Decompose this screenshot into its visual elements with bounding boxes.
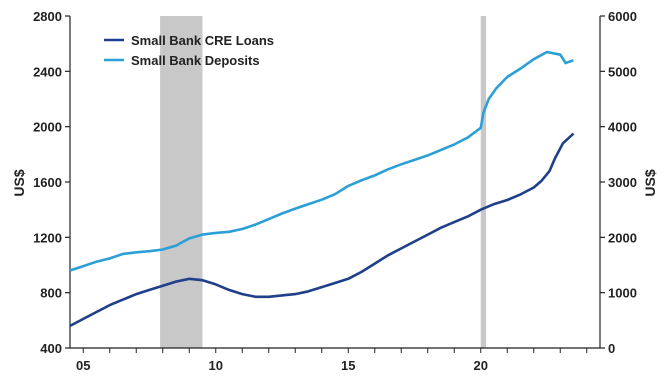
series-line-deposits [69,50,574,272]
left-y-tick-label: 2400 [33,64,62,79]
recession-bands [160,16,487,348]
legend-label-deposits: Small Bank Deposits [131,53,260,68]
right-y-tick-label: 5000 [608,64,637,79]
left-axis-title: US$ [11,169,27,196]
left-y-tick-label: 2800 [33,9,62,24]
x-tick-label: 15 [341,358,355,373]
right-axis-title: US$ [642,169,658,196]
right-y-tick-label: 3000 [608,175,637,190]
legend: Small Bank CRE Loans Small Bank Deposits [104,33,274,68]
series-line-cre-loans [69,132,575,328]
right-y-tick-label: 1000 [608,286,637,301]
right-y-tick-label: 4000 [608,120,637,135]
tick-marks: 400 800 1200 1600 2000 2400 2800 0 1000 2000 3000 4… [33,9,637,373]
right-y-tick-label: 6000 [608,9,637,24]
recession-band-0 [160,16,203,348]
legend-label-cre-loans: Small Bank CRE Loans [131,33,274,48]
left-y-tick-label: 800 [40,286,62,301]
left-y-tick-label: 400 [40,341,62,356]
left-y-tick-label: 2000 [33,120,62,135]
recession-band-1 [480,16,487,348]
x-tick-label: 20 [474,358,488,373]
x-tick-label: 05 [76,358,90,373]
x-tick-label: 10 [209,358,223,373]
left-y-tick-label: 1200 [33,230,62,245]
right-y-tick-label: 0 [608,341,615,356]
series-lines [69,50,575,328]
left-y-tick-label: 1600 [33,175,62,190]
right-y-tick-label: 2000 [608,230,637,245]
